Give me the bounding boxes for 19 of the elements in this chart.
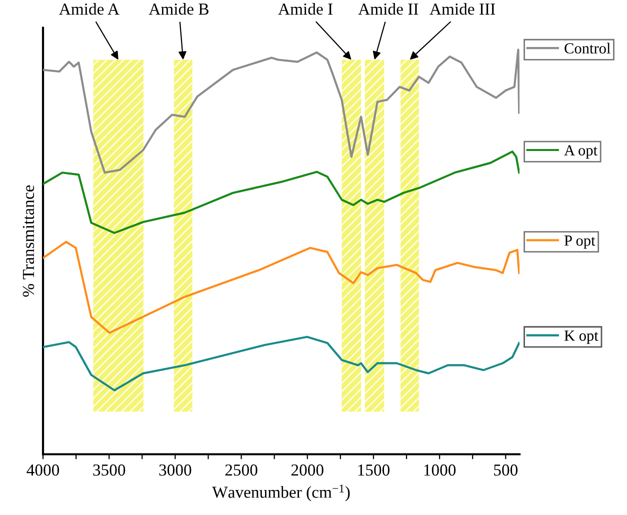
band-label: Amide II <box>358 3 418 15</box>
x-tick-label: 1000 <box>424 464 456 476</box>
x-tick-label: 1500 <box>358 464 390 476</box>
x-tick-label: 500 <box>494 464 518 476</box>
x-tick-label: 3000 <box>159 464 192 476</box>
legend-label: P opt <box>564 236 596 249</box>
legend-label: Control <box>564 42 610 54</box>
legend-label: A opt <box>564 145 598 159</box>
x-tick-label: 2500 <box>225 464 258 476</box>
x-axis-title: Wavenumber (cm$^{−1}$) <box>212 484 350 502</box>
band-label: Amide III <box>430 3 496 15</box>
band-label: Amide A <box>59 3 120 15</box>
band-label: Amide I <box>278 3 333 15</box>
legend-label: K opt <box>564 330 598 344</box>
x-tick-label: 3500 <box>93 464 126 476</box>
band-label: Amide B <box>148 3 208 15</box>
x-tick-label: 4000 <box>26 464 60 476</box>
x-tick-label: 2000 <box>291 464 324 476</box>
y-axis-title: % Transmittance <box>22 185 34 297</box>
